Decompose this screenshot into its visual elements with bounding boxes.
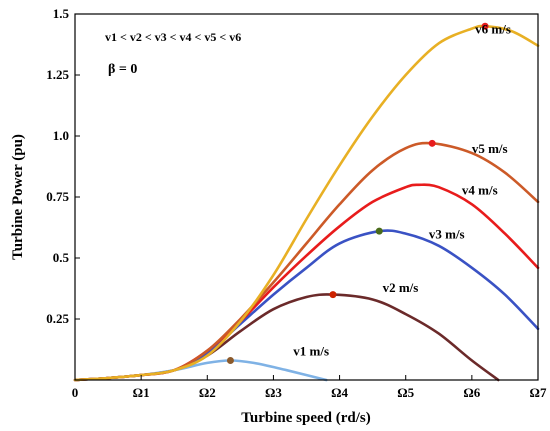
series-label-v6: v6 m/s bbox=[475, 22, 511, 37]
max-power-points bbox=[226, 22, 489, 364]
y-tick-label: 0.5 bbox=[53, 250, 70, 265]
series-label-v3: v3 m/s bbox=[429, 226, 465, 241]
x-axis-title: Turbine speed (rd/s) bbox=[241, 410, 370, 426]
y-tick-label: 1.25 bbox=[46, 67, 69, 82]
y-axis-ticks: 0.25 0.5 0.75 1.0 1.25 1.5 bbox=[46, 6, 80, 326]
max-point-v3 bbox=[375, 227, 383, 235]
x-tick-label: Ω2 bbox=[199, 385, 216, 400]
max-point-v5 bbox=[428, 139, 436, 147]
series-label-v1: v1 m/s bbox=[293, 344, 329, 359]
y-tick-label: 0.25 bbox=[46, 311, 69, 326]
series-curves bbox=[73, 24, 540, 382]
y-tick-label: 1.5 bbox=[53, 6, 70, 21]
x-tick-label: Ω1 bbox=[133, 385, 150, 400]
y-tick-label: 1.0 bbox=[53, 128, 69, 143]
x-tick-label: Ω5 bbox=[397, 385, 414, 400]
x-tick-label: Ω3 bbox=[265, 385, 282, 400]
y-tick-label: 0.75 bbox=[46, 189, 69, 204]
max-point-v6 bbox=[481, 22, 489, 30]
max-point-v1 bbox=[226, 356, 234, 364]
series-label-v2: v2 m/s bbox=[383, 280, 419, 295]
speed-order-annotation: v1 < v2 < v3 < v4 < v5 < v6 bbox=[105, 30, 241, 44]
series-line-v2 bbox=[73, 293, 500, 382]
x-axis-ticks: 0 Ω1 Ω2 Ω3 Ω4 Ω5 Ω6 Ω7 bbox=[72, 375, 547, 400]
max-point-v2 bbox=[329, 291, 337, 299]
x-tick-label: Ω4 bbox=[331, 385, 348, 400]
series-label-v4: v4 m/s bbox=[462, 183, 498, 198]
x-tick-label: 0 bbox=[72, 385, 79, 400]
series-labels: v1 m/s v2 m/s v3 m/s v4 m/s v5 m/s v6 m/s bbox=[293, 22, 511, 359]
x-tick-label: Ω7 bbox=[530, 385, 547, 400]
series-label-v5: v5 m/s bbox=[472, 141, 508, 156]
series-line-v6 bbox=[73, 24, 540, 382]
x-tick-label: Ω6 bbox=[463, 385, 480, 400]
beta-annotation: β = 0 bbox=[108, 62, 137, 77]
y-axis-title: Turbine Power (pu) bbox=[10, 134, 26, 260]
